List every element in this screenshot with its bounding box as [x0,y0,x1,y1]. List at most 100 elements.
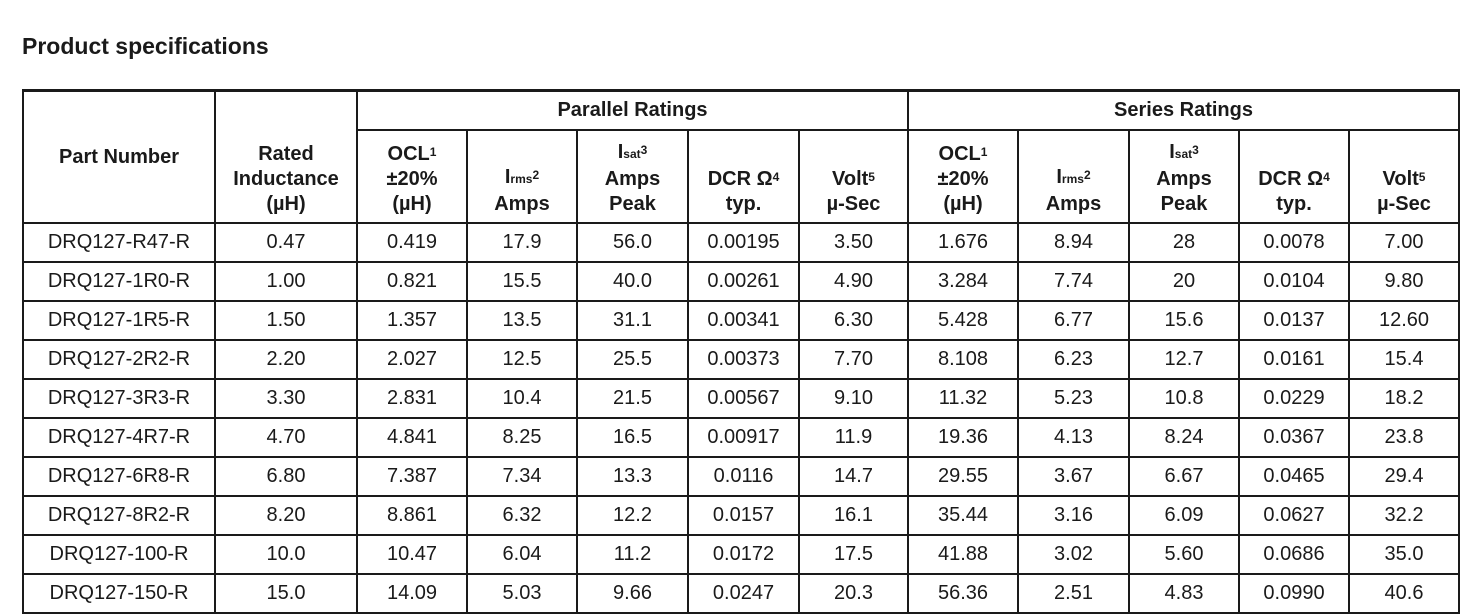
table-cell: 10.0 [214,534,358,575]
table-cell: 9.80 [1348,261,1460,302]
table-cell: 31.1 [576,300,689,341]
table-cell: 1.676 [907,222,1019,263]
table-cell: 40.6 [1348,573,1460,614]
part-number-header: Part Number [22,89,216,224]
table-cell: 0.0990 [1238,573,1350,614]
table-row: DRQ127-100-R 10.0 10.47 6.04 11.2 0.0172 17.5 4… [22,534,1460,575]
table-cell: 6.32 [466,495,578,536]
table-cell: 0.0157 [687,495,800,536]
table-cell: 41.88 [907,534,1019,575]
table-cell: 3.50 [798,222,909,263]
table-cell: 1.00 [214,261,358,302]
table-row: DRQ127-1R0-R 1.00 0.821 15.5 40.0 0.00261 4.90… [22,261,1460,302]
table-cell: 19.36 [907,417,1019,458]
table-cell: 18.2 [1348,378,1460,419]
table-cell: 10.8 [1128,378,1240,419]
table-cell: 14.09 [356,573,468,614]
parallel-volt-header: Volt5 µ-Sec [798,129,909,224]
table-cell: 1.50 [214,300,358,341]
parallel-dcr-header: DCR Ω4 typ. [687,129,800,224]
table-row: DRQ127-3R3-R 3.30 2.831 10.4 21.5 0.00567 9.10… [22,378,1460,419]
table-cell: 2.027 [356,339,468,380]
table-cell: 6.67 [1128,456,1240,497]
table-cell: 5.23 [1017,378,1130,419]
table-cell: 11.32 [907,378,1019,419]
series-ratings-header: Series Ratings [907,89,1460,131]
part-number-cell: DRQ127-2R2-R [22,339,216,380]
table-cell: 9.10 [798,378,909,419]
table-cell: 0.00341 [687,300,800,341]
table-cell: 0.00261 [687,261,800,302]
table-row: DRQ127-8R2-R 8.20 8.861 6.32 12.2 0.0157 16.1 3… [22,495,1460,536]
table-cell: 40.0 [576,261,689,302]
table-cell: 0.0104 [1238,261,1350,302]
table-cell: 4.13 [1017,417,1130,458]
parallel-ratings-header: Parallel Ratings [356,89,909,131]
table-cell: 56.0 [576,222,689,263]
table-cell: 13.3 [576,456,689,497]
table-cell: 0.419 [356,222,468,263]
table-row: DRQ127-150-R 15.0 14.09 5.03 9.66 0.0247 20.3 5… [22,573,1460,614]
table-cell: 17.9 [466,222,578,263]
table-cell: 8.20 [214,495,358,536]
table-cell: 8.861 [356,495,468,536]
part-number-cell: DRQ127-6R8-R [22,456,216,497]
table-cell: 6.77 [1017,300,1130,341]
table-cell: 6.04 [466,534,578,575]
part-number-cell: DRQ127-1R0-R [22,261,216,302]
part-number-cell: DRQ127-100-R [22,534,216,575]
table-cell: 4.841 [356,417,468,458]
table-cell: 14.7 [798,456,909,497]
part-number-cell: DRQ127-1R5-R [22,300,216,341]
table-row: DRQ127-R47-R 0.47 0.419 17.9 56.0 0.00195 3.50… [22,222,1460,263]
table-cell: 3.30 [214,378,358,419]
table-cell: 0.47 [214,222,358,263]
table-cell: 1.357 [356,300,468,341]
table-cell: 8.25 [466,417,578,458]
table-cell: 0.0465 [1238,456,1350,497]
series-irms-header: Irms2 Amps [1017,129,1130,224]
table-cell: 0.00917 [687,417,800,458]
table-row: DRQ127-6R8-R 6.80 7.387 7.34 13.3 0.0116 14.7 2… [22,456,1460,497]
table-cell: 28 [1128,222,1240,263]
table-cell: 29.55 [907,456,1019,497]
table-cell: 0.0137 [1238,300,1350,341]
table-cell: 7.387 [356,456,468,497]
table-cell: 16.5 [576,417,689,458]
table-cell: 8.108 [907,339,1019,380]
table-cell: 23.8 [1348,417,1460,458]
table-cell: 0.00567 [687,378,800,419]
table-cell: 10.47 [356,534,468,575]
table-cell: 3.67 [1017,456,1130,497]
table-cell: 12.60 [1348,300,1460,341]
table-cell: 5.428 [907,300,1019,341]
parallel-isat-header: Isat3 Amps Peak [576,129,689,224]
table-cell: 21.5 [576,378,689,419]
table-cell: 16.1 [798,495,909,536]
table-cell: 0.0686 [1238,534,1350,575]
table-cell: 32.2 [1348,495,1460,536]
table-cell: 0.0116 [687,456,800,497]
table-cell: 15.0 [214,573,358,614]
table-cell: 12.5 [466,339,578,380]
table-cell: 0.0229 [1238,378,1350,419]
series-isat-header: Isat3 Amps Peak [1128,129,1240,224]
part-number-cell: DRQ127-150-R [22,573,216,614]
table-cell: 11.2 [576,534,689,575]
table-cell: 0.0247 [687,573,800,614]
table-cell: 0.0078 [1238,222,1350,263]
table-cell: 8.94 [1017,222,1130,263]
table-cell: 15.5 [466,261,578,302]
table-cell: 3.16 [1017,495,1130,536]
table-cell: 9.66 [576,573,689,614]
table-row: DRQ127-1R5-R 1.50 1.357 13.5 31.1 0.00341 6.30… [22,300,1460,341]
table-cell: 0.0367 [1238,417,1350,458]
table-cell: 6.23 [1017,339,1130,380]
series-volt-header: Volt5 µ-Sec [1348,129,1460,224]
table-cell: 3.284 [907,261,1019,302]
table-cell: 35.44 [907,495,1019,536]
table-cell: 2.51 [1017,573,1130,614]
table-cell: 2.831 [356,378,468,419]
table-cell: 20 [1128,261,1240,302]
rated-inductance-header: Rated Inductance (µH) [214,89,358,224]
